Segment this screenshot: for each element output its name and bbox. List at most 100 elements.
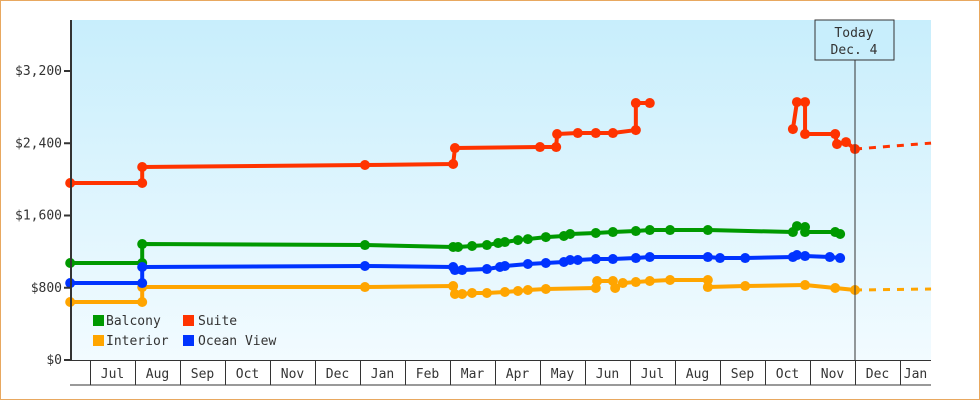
data-point-interior[interactable] — [457, 288, 468, 299]
data-point-balcony[interactable] — [512, 235, 523, 246]
data-point-ocean-view[interactable] — [644, 252, 655, 263]
data-point-balcony[interactable] — [522, 234, 533, 245]
data-point-interior[interactable] — [448, 281, 459, 292]
data-point-ocean-view[interactable] — [715, 253, 725, 264]
data-point-ocean-view[interactable] — [740, 253, 751, 264]
data-point-interior[interactable] — [467, 287, 478, 298]
data-point-ocean-view[interactable] — [449, 265, 460, 276]
data-point-ocean-view[interactable] — [824, 252, 835, 263]
data-point-suite[interactable] — [800, 97, 811, 108]
data-point-suite[interactable] — [572, 128, 583, 139]
data-point-suite[interactable] — [630, 98, 641, 109]
series-balcony — [65, 221, 846, 269]
data-point-suite[interactable] — [607, 128, 618, 139]
data-point-suite[interactable] — [137, 162, 148, 173]
data-point-ocean-view[interactable] — [590, 254, 601, 265]
data-point-suite[interactable] — [448, 159, 459, 170]
data-point-ocean-view[interactable] — [359, 260, 370, 271]
data-point-suite[interactable] — [800, 129, 811, 140]
data-point-balcony[interactable] — [540, 232, 551, 243]
data-point-suite[interactable] — [552, 129, 563, 140]
data-point-suite[interactable] — [137, 177, 148, 188]
data-point-balcony[interactable] — [665, 225, 676, 236]
data-point-ocean-view[interactable] — [702, 252, 713, 263]
data-point-interior[interactable] — [644, 275, 655, 286]
legend-label-balcony: Balcony — [106, 314, 161, 329]
y-tick-label: $800 — [31, 281, 62, 296]
data-point-balcony[interactable] — [481, 240, 492, 251]
data-point-suite[interactable] — [830, 129, 841, 140]
data-point-suite[interactable] — [359, 160, 370, 171]
data-point-ocean-view[interactable] — [522, 258, 533, 269]
data-point-interior[interactable] — [617, 278, 628, 289]
x-tick-label: Aug — [146, 367, 169, 382]
data-point-ocean-view[interactable] — [607, 254, 618, 265]
data-point-suite[interactable] — [841, 137, 851, 148]
data-point-suite[interactable] — [449, 143, 460, 154]
data-point-suite[interactable] — [832, 139, 842, 150]
data-point-interior[interactable] — [830, 283, 841, 294]
data-point-interior[interactable] — [359, 282, 370, 293]
data-point-suite[interactable] — [791, 97, 802, 108]
data-point-ocean-view[interactable] — [800, 251, 811, 262]
y-tick-label: $1,600 — [15, 209, 62, 224]
data-point-balcony[interactable] — [359, 240, 370, 251]
data-point-balcony[interactable] — [800, 227, 811, 238]
data-point-interior[interactable] — [137, 297, 148, 308]
legend-swatch-interior — [93, 335, 104, 346]
data-point-interior[interactable] — [665, 274, 676, 285]
data-point-interior[interactable] — [740, 281, 751, 292]
data-point-suite[interactable] — [787, 124, 798, 135]
data-point-balcony[interactable] — [791, 221, 802, 232]
data-point-ocean-view[interactable] — [481, 264, 492, 275]
x-tick-label: Oct — [236, 367, 259, 382]
data-point-balcony[interactable] — [499, 237, 510, 248]
data-point-interior[interactable] — [512, 286, 523, 297]
legend-label-interior: Interior — [106, 334, 169, 349]
today-box — [814, 19, 895, 61]
data-point-balcony[interactable] — [630, 226, 641, 237]
data-point-ocean-view[interactable] — [572, 255, 583, 266]
data-point-ocean-view[interactable] — [457, 265, 468, 276]
data-point-balcony[interactable] — [137, 239, 148, 250]
data-point-interior[interactable] — [800, 280, 811, 291]
data-point-ocean-view[interactable] — [630, 253, 641, 264]
x-tick-label: Jan — [904, 367, 927, 382]
data-point-interior[interactable] — [499, 286, 510, 297]
data-point-balcony[interactable] — [565, 229, 576, 240]
data-point-suite[interactable] — [630, 125, 641, 136]
series-ocean-view — [65, 250, 846, 289]
data-point-interior[interactable] — [481, 287, 492, 298]
data-point-interior[interactable] — [702, 274, 713, 285]
data-point-ocean-view[interactable] — [540, 258, 551, 269]
data-point-interior[interactable] — [449, 288, 460, 299]
data-point-ocean-view[interactable] — [835, 253, 846, 264]
y-tick-label: $2,400 — [15, 136, 62, 151]
data-point-interior[interactable] — [610, 283, 621, 294]
data-point-balcony[interactable] — [835, 229, 846, 240]
data-point-balcony[interactable] — [607, 227, 618, 238]
data-point-balcony[interactable] — [467, 241, 478, 252]
data-point-suite[interactable] — [590, 128, 601, 139]
x-axis-band — [72, 360, 931, 385]
data-point-ocean-view[interactable] — [137, 278, 148, 289]
data-point-interior[interactable] — [702, 282, 713, 293]
data-point-balcony[interactable] — [702, 225, 713, 236]
x-tick-label: Nov — [821, 367, 845, 382]
data-point-balcony[interactable] — [644, 225, 655, 236]
data-point-interior[interactable] — [522, 285, 533, 296]
data-point-ocean-view[interactable] — [565, 255, 576, 266]
data-point-interior[interactable] — [540, 284, 551, 295]
data-point-balcony[interactable] — [453, 242, 464, 253]
data-point-interior[interactable] — [630, 277, 641, 288]
data-point-suite[interactable] — [644, 98, 655, 109]
data-point-ocean-view[interactable] — [499, 260, 510, 271]
data-point-interior[interactable] — [592, 275, 603, 286]
data-point-suite[interactable] — [551, 142, 562, 153]
legend-swatch-suite — [183, 315, 194, 326]
data-point-ocean-view[interactable] — [137, 261, 148, 272]
data-point-suite[interactable] — [535, 142, 545, 153]
data-point-balcony[interactable] — [590, 228, 601, 239]
data-point-ocean-view[interactable] — [791, 250, 802, 261]
